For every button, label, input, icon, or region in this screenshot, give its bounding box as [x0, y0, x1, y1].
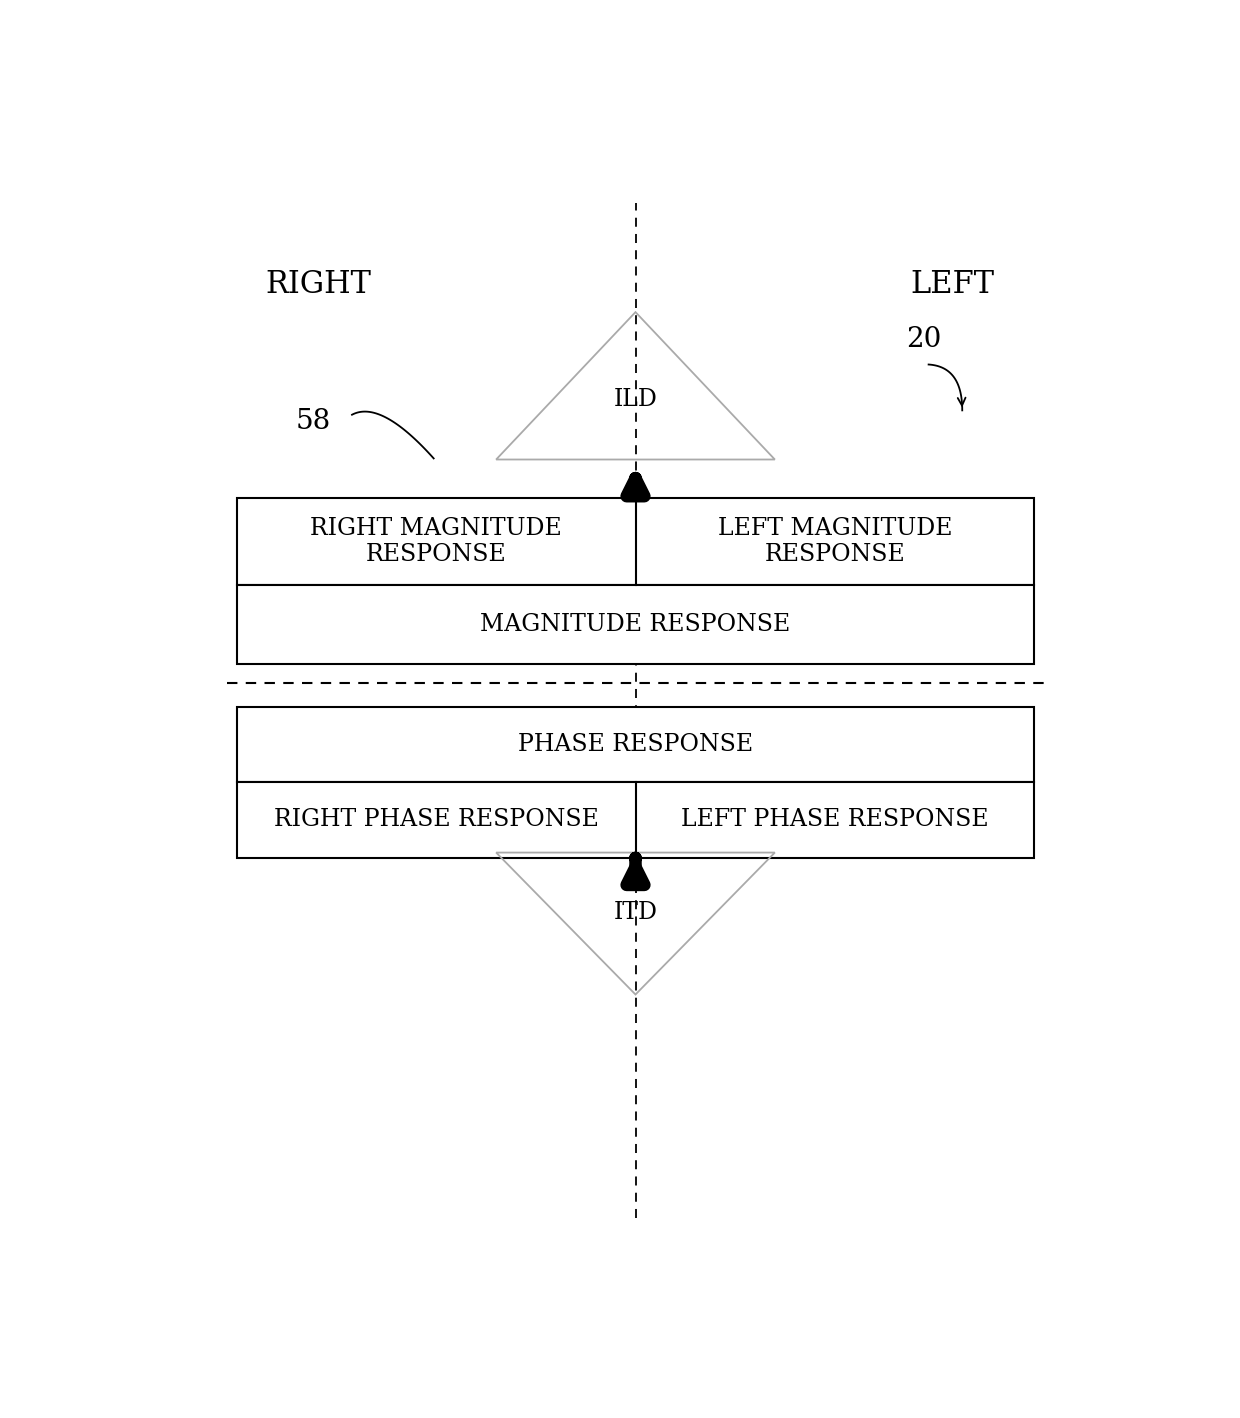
Text: PHASE RESPONSE: PHASE RESPONSE — [518, 733, 753, 756]
Text: RIGHT PHASE RESPONSE: RIGHT PHASE RESPONSE — [274, 808, 599, 831]
Text: RIGHT: RIGHT — [265, 269, 371, 301]
Text: LEFT MAGNITUDE
RESPONSE: LEFT MAGNITUDE RESPONSE — [718, 516, 952, 566]
Bar — [237, 498, 1034, 586]
Text: MAGNITUDE RESPONSE: MAGNITUDE RESPONSE — [480, 613, 791, 635]
Text: ITD: ITD — [614, 900, 657, 925]
Text: 58: 58 — [296, 408, 331, 435]
Text: ILD: ILD — [614, 389, 657, 411]
Text: LEFT PHASE RESPONSE: LEFT PHASE RESPONSE — [681, 808, 988, 831]
Text: LEFT: LEFT — [910, 269, 994, 301]
Bar — [237, 781, 1034, 858]
Text: 20: 20 — [906, 326, 941, 353]
Text: RIGHT MAGNITUDE
RESPONSE: RIGHT MAGNITUDE RESPONSE — [310, 516, 562, 566]
Bar — [237, 708, 1034, 781]
Bar — [237, 586, 1034, 664]
